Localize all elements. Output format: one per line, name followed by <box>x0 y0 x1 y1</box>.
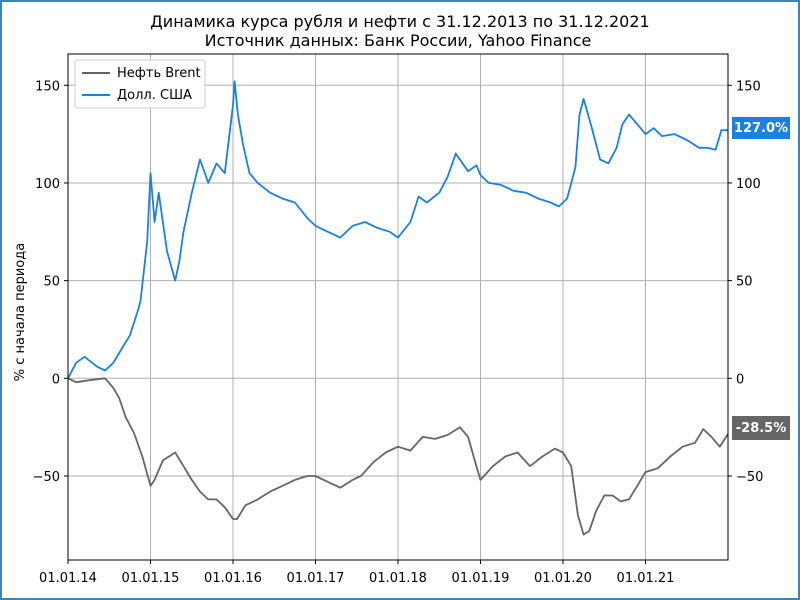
y-tick-label-right: −50 <box>736 470 763 485</box>
end-label-oil-text: -28.5% <box>736 421 787 436</box>
end-label-usd-text: 127.0% <box>734 121 788 136</box>
x-tick-label: 01.01.20 <box>534 571 592 586</box>
x-tick-label: 01.01.14 <box>39 571 97 586</box>
x-tick-label: 01.01.15 <box>122 571 180 586</box>
y-tick-label-right: 150 <box>736 79 761 94</box>
grid <box>67 54 728 560</box>
y-tick-label-right: 50 <box>736 275 753 290</box>
legend-label-oil: Нефть Brent <box>117 66 201 81</box>
y-axis-label: % с начала периода <box>13 243 28 381</box>
y-tick-label-left: 100 <box>35 177 60 192</box>
y-tick-label-left: 0 <box>52 372 60 387</box>
y-tick-label-left: 50 <box>43 275 60 290</box>
end-label-oil: -28.5% <box>732 416 790 440</box>
y-tick-label-left: −50 <box>33 470 60 485</box>
legend: Нефть Brent Долл. США <box>74 59 206 109</box>
end-label-usd: 127.0% <box>732 117 790 139</box>
legend-label-usd: Долл. США <box>117 88 192 103</box>
series-line-usd <box>67 80 728 379</box>
series-line-oil <box>67 377 729 536</box>
chart-title: Динамика курса рубля и нефти с 31.12.201… <box>150 12 649 31</box>
series-group <box>67 80 729 536</box>
x-tick-label: 01.01.21 <box>617 571 675 586</box>
x-tick-label: 01.01.17 <box>287 571 345 586</box>
y-tick-label-left: 150 <box>35 79 60 94</box>
y-tick-label-right: 100 <box>736 177 761 192</box>
x-tick-label: 01.01.19 <box>452 571 510 586</box>
x-tick-label: 01.01.18 <box>369 571 427 586</box>
chart-subtitle: Источник данных: Банк России, Yahoo Fina… <box>205 31 592 50</box>
ticks-group: 01.01.14 01.01.15 01.01.16 01.01.17 01.01.18… <box>33 79 764 586</box>
end-label-oil-box <box>732 416 790 440</box>
y-tick-label-right: 0 <box>736 372 744 387</box>
x-tick-label: 01.01.16 <box>204 571 262 586</box>
end-label-usd-box <box>732 117 790 139</box>
